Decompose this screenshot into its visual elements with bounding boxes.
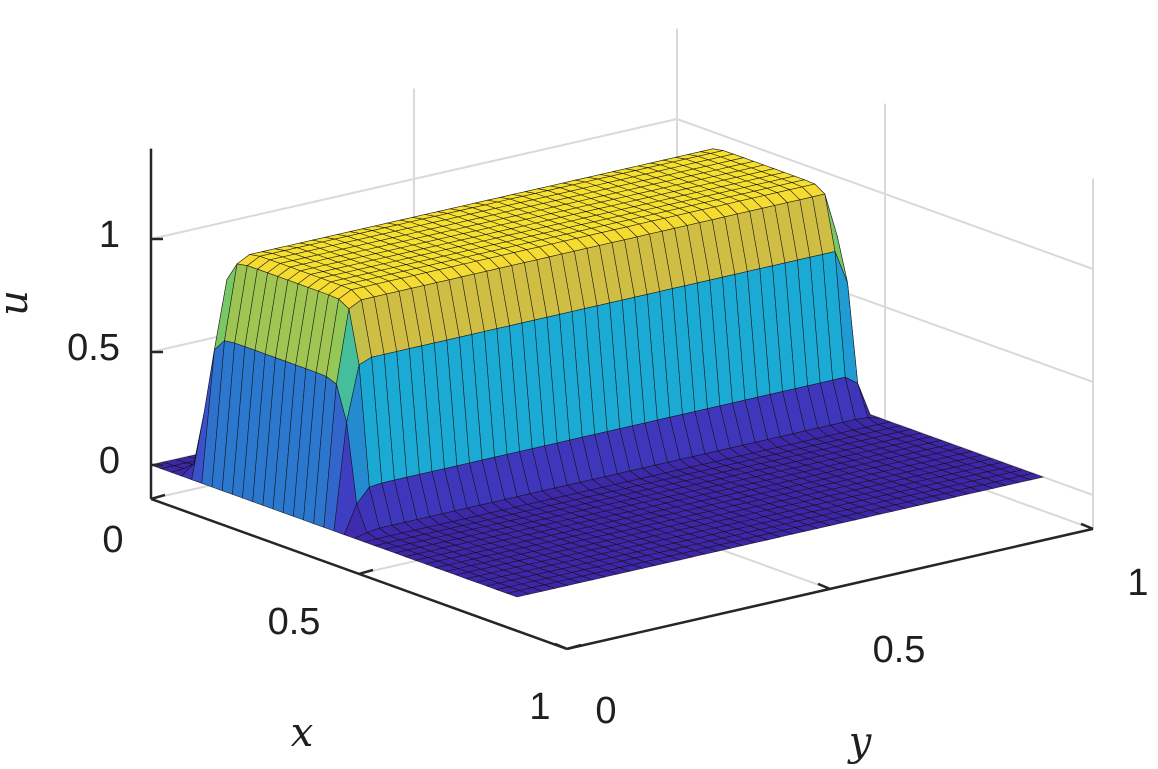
axes — [149, 148, 1094, 651]
y-tick-label: 1 — [1127, 562, 1148, 604]
y-tick — [817, 582, 831, 591]
y-tick-label: 0 — [595, 690, 616, 732]
surface-patch — [505, 590, 531, 598]
x-tick-label: 0.5 — [268, 601, 321, 643]
grid-line — [150, 118, 678, 240]
grid-line — [676, 118, 1094, 270]
x-tick-label: 1 — [529, 686, 550, 728]
z-axis-label: u — [0, 290, 37, 316]
x-tick — [358, 568, 374, 576]
x-tick — [566, 643, 582, 651]
x-axis-label: x — [291, 710, 314, 756]
y-tick-label: 0.5 — [873, 629, 926, 671]
y-tick — [554, 642, 568, 651]
z-tick-label: 0.5 — [67, 327, 120, 369]
z-tick-label: 0 — [99, 440, 120, 482]
y-axis-label: y — [847, 719, 873, 765]
surface-mesh — [149, 148, 1045, 598]
x-tick-label: 0 — [102, 519, 123, 561]
x-tick — [150, 493, 166, 501]
y-tick — [1080, 522, 1094, 531]
z-tick-label: 1 — [99, 214, 120, 256]
